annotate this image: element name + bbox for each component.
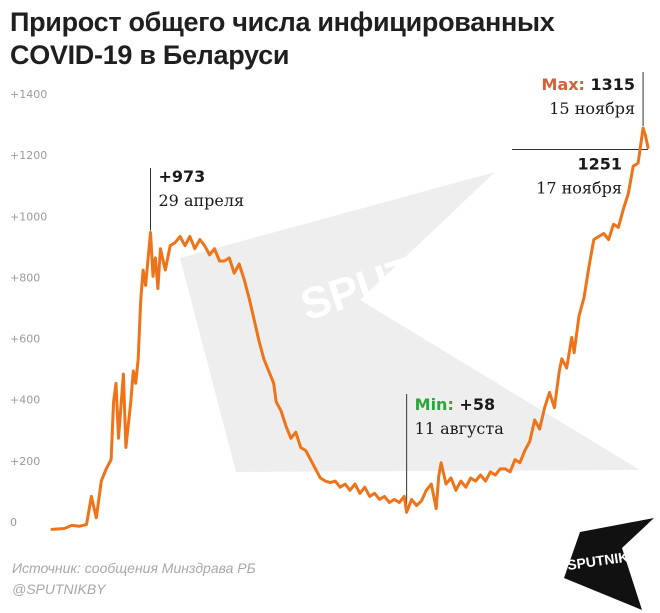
min-date-label: 11 августа	[415, 419, 505, 438]
peak-date-label: 29 апреля	[159, 191, 245, 210]
y-axis: 0 +200 +400 +600 +800 +1000 +1200 +1400	[10, 88, 47, 529]
y-tick-label: +800	[10, 271, 40, 284]
y-tick-label: +1000	[10, 210, 47, 223]
y-tick-label: +200	[10, 455, 40, 468]
peak-value-label: +973	[159, 167, 206, 186]
sputnik-logo: SPUTNIK	[564, 518, 654, 610]
last-date-label: 17 ноября	[536, 179, 622, 198]
y-tick-label: +1400	[10, 88, 47, 101]
logo-shape	[564, 518, 654, 610]
social-handle: @SPUTNIKBY	[12, 581, 106, 597]
watermark: SPUTNIK	[180, 172, 640, 472]
source-note: Источник: сообщения Минздрава РБ	[12, 560, 256, 576]
y-tick-label: +1200	[10, 149, 47, 162]
max-value-label: Max: 1315	[542, 75, 636, 94]
max-date-label: 15 ноября	[549, 99, 635, 118]
chart-title: Прирост общего числа инфицированных COVI…	[10, 7, 555, 70]
min-value-label: Min: +58	[415, 395, 495, 414]
y-tick-label: +400	[10, 394, 40, 407]
watermark-arrow-shape	[180, 172, 640, 472]
annotation-lines	[150, 72, 648, 513]
series-line	[50, 126, 650, 531]
y-tick-label: +600	[10, 333, 40, 346]
last-value-label: 1251	[577, 155, 622, 174]
y-tick-label: 0	[10, 516, 17, 529]
annotation-labels: +973 29 апреля Min: +58 11 августа Max: 1315…	[159, 75, 636, 438]
